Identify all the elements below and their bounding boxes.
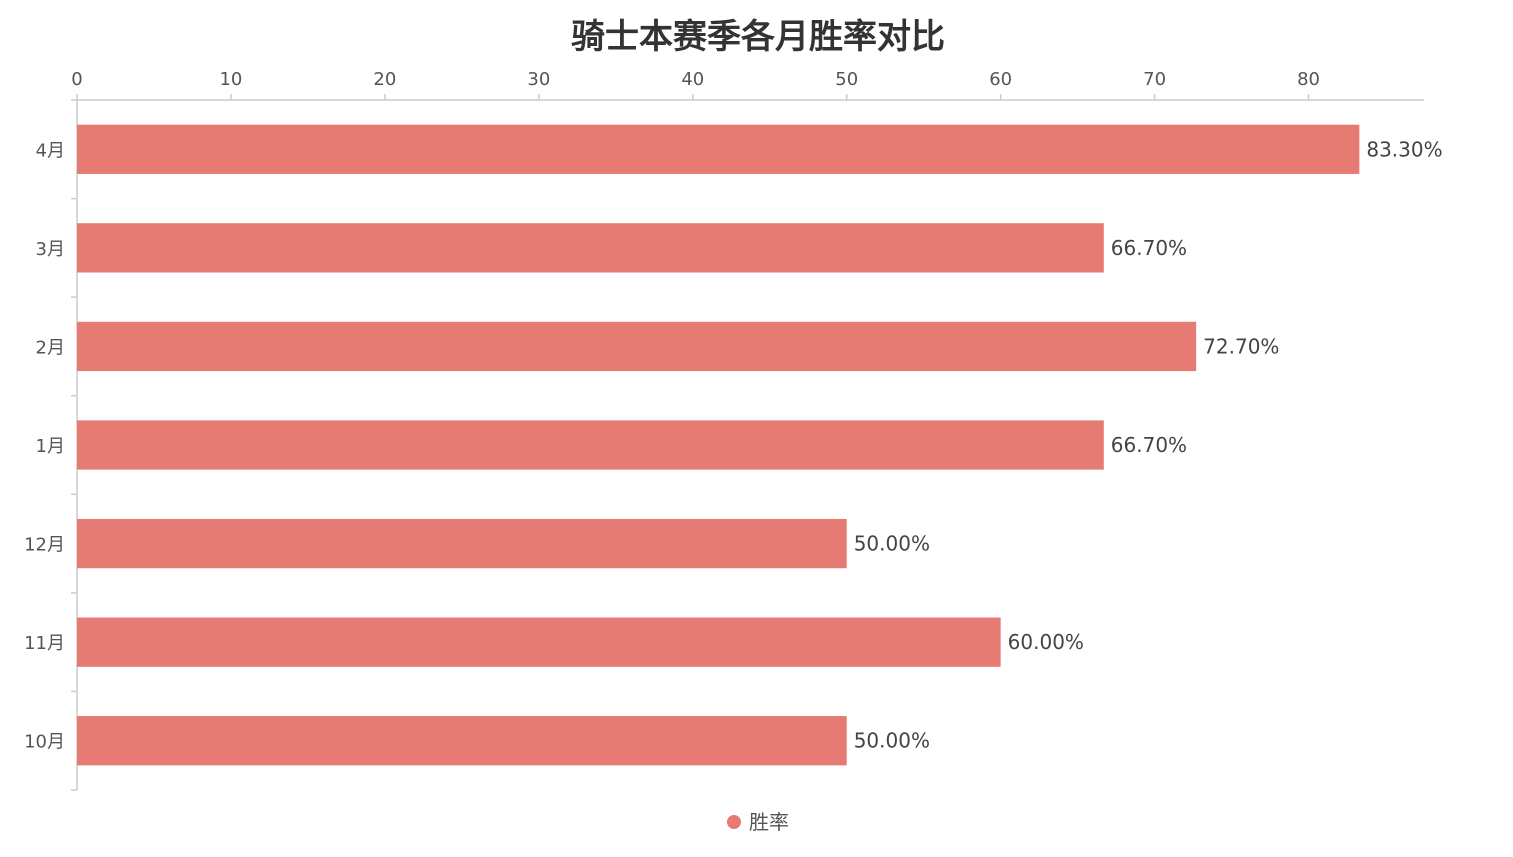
y-category-label: 3月 [36, 239, 65, 260]
data-labels: 83.30% 66.70% 72.70% 66.70% 50.00% 60.00% 50.0… [854, 137, 1443, 752]
y-category-label: 2月 [36, 337, 65, 358]
bar[interactable] [77, 124, 1360, 174]
bar[interactable] [77, 617, 1001, 667]
x-tick-label: 10 [219, 69, 242, 90]
legend-marker-icon[interactable] [727, 815, 741, 829]
bar[interactable] [77, 321, 1197, 372]
x-axis: 0 10 20 30 40 50 60 70 80 [71, 69, 1424, 101]
y-category-label: 11月 [24, 633, 65, 654]
bar[interactable] [77, 518, 847, 569]
bar[interactable] [77, 716, 847, 766]
data-label: 66.70% [1111, 433, 1187, 457]
data-label: 66.70% [1111, 236, 1187, 260]
legend-label[interactable]: 胜率 [749, 810, 789, 834]
chart-title: 骑士本赛季各月胜率对比 [571, 17, 945, 57]
y-category-label: 4月 [36, 140, 65, 161]
data-label: 50.00% [854, 532, 930, 556]
legend[interactable]: 胜率 [727, 810, 789, 834]
x-tick-label: 50 [835, 69, 858, 90]
bar-series [77, 124, 1360, 766]
data-label: 60.00% [1008, 630, 1084, 654]
bar[interactable] [77, 223, 1104, 273]
data-label: 50.00% [854, 729, 930, 753]
data-label: 72.70% [1203, 334, 1279, 358]
y-axis: 4月 3月 2月 1月 12月 11月 10月 [24, 99, 78, 791]
x-tick-label: 30 [527, 69, 550, 90]
data-label: 83.30% [1366, 137, 1442, 161]
x-tick-label: 60 [989, 69, 1012, 90]
x-tick-label: 70 [1143, 69, 1166, 90]
x-tick-label: 20 [373, 69, 396, 90]
x-tick-label: 0 [71, 69, 82, 90]
x-tick-label: 80 [1297, 69, 1320, 90]
bar[interactable] [77, 420, 1104, 470]
y-category-label: 1月 [36, 436, 65, 457]
y-category-label: 12月 [24, 535, 65, 556]
x-tick-label: 40 [681, 69, 704, 90]
y-category-label: 10月 [24, 732, 65, 753]
